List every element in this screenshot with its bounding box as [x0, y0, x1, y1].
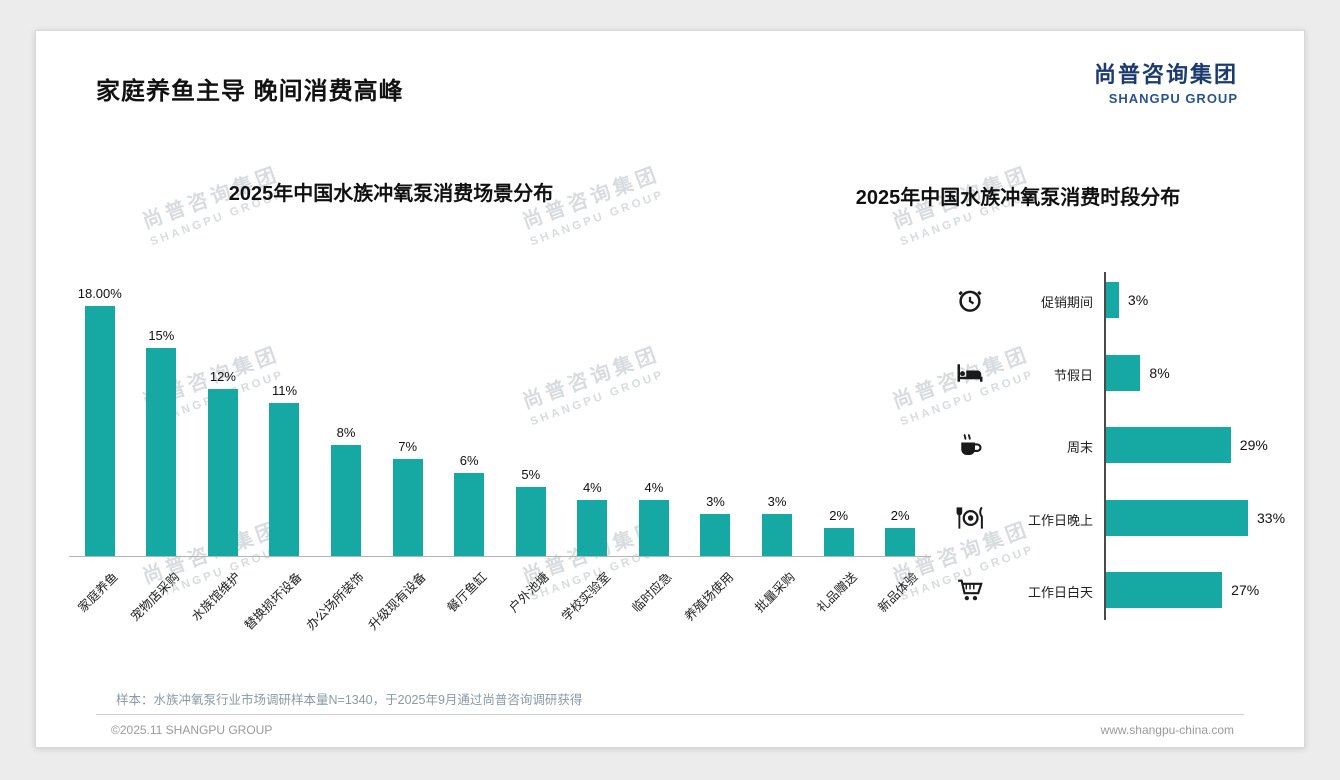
- bar: [207, 389, 238, 556]
- category-label: 家庭养鱼: [75, 569, 121, 616]
- bar-value-label: 11%: [271, 383, 298, 399]
- bar: [700, 514, 731, 556]
- category-label: 替换损坏设备: [242, 569, 306, 633]
- category-label: 养殖场使用: [682, 569, 737, 624]
- bar: [1106, 354, 1141, 391]
- bar: [331, 444, 362, 556]
- bar-column: 3%: [746, 307, 808, 556]
- bar: [269, 403, 300, 556]
- bar-column: 5%: [500, 307, 562, 556]
- cart-icon: [955, 575, 985, 605]
- bar-column: 4%: [623, 307, 685, 556]
- category-label: 户外池塘: [506, 569, 552, 616]
- bar: [885, 528, 916, 556]
- bar-value-label: 12%: [209, 369, 236, 385]
- bed-icon: [955, 358, 985, 388]
- time-category-label: 促销期间: [1040, 295, 1093, 310]
- bar-value-label: 6%: [459, 452, 479, 468]
- coffee-icon: [955, 430, 985, 460]
- category-label: 餐厅鱼缸: [444, 569, 490, 616]
- bar-column: 6%: [438, 307, 500, 556]
- time-category-label: 节假日: [1053, 367, 1093, 383]
- bar-value-label: 15%: [148, 327, 175, 343]
- bar: [454, 472, 485, 556]
- bar-column: 7%: [377, 307, 439, 556]
- category-label: 新品体验: [875, 569, 921, 616]
- bar-value-label: 3%: [767, 494, 787, 510]
- time-chart-title: 2025年中国水族冲氧泵消费时段分布: [855, 187, 1181, 209]
- bar: [84, 306, 115, 556]
- bar-column: 18.00%: [69, 286, 131, 556]
- footer-copyright: ©2025.11 SHANGPU GROUP: [111, 723, 273, 737]
- bar: [823, 528, 854, 556]
- category-label: 宠物店采购: [127, 569, 183, 624]
- time-category-label: 工作日白天: [1027, 585, 1093, 600]
- bar-column: 2%: [869, 307, 931, 556]
- bar-column: 11%: [254, 307, 316, 556]
- category-label: 办公场所装饰: [303, 569, 367, 633]
- scene-chart-category-axis: 家庭养鱼 宠物店采购 水族馆维护 替换损坏设备 办公场所装饰 升级现有设备 餐厅鱼缸 户外池塘…: [69, 561, 931, 676]
- bar: [1106, 499, 1248, 536]
- source-note: 样本：水族冲氧泵行业市场调研样本量N=1340，于2025年9月通过尚普咨询调研…: [116, 693, 583, 707]
- bar-column: 3%: [685, 307, 747, 556]
- bar-column: 8%: [315, 307, 377, 556]
- bar-value-label: 8%: [336, 424, 356, 440]
- time-category-label: 工作日晚上: [1027, 512, 1093, 528]
- dining-icon: [955, 503, 985, 533]
- bar-column: 12%: [192, 307, 254, 556]
- page-title: 家庭养鱼主导 晚间消费高峰: [96, 78, 404, 105]
- bar-value-label: 27%: [1231, 582, 1260, 598]
- category-label: 学校实验室: [558, 569, 614, 624]
- bar: [1106, 572, 1223, 608]
- category-label: 升级现有设备: [365, 569, 429, 633]
- bar-value-label: 3%: [706, 494, 725, 510]
- bar-value-label: 18.00%: [77, 286, 122, 301]
- bar: [577, 500, 608, 556]
- alarm-clock-icon: [955, 285, 985, 315]
- bar-value-label: 5%: [521, 466, 541, 482]
- bar-value-label: 3%: [1127, 292, 1149, 308]
- bar: [638, 500, 669, 556]
- bar-column: 2%: [808, 307, 870, 556]
- bar-value-label: 33%: [1257, 509, 1286, 526]
- company-logo: 尚普咨询集团 SHANGPU GROUP: [1094, 57, 1238, 106]
- logo-chinese-text: 尚普咨询集团: [1093, 62, 1238, 87]
- bar: [762, 514, 793, 556]
- bar-value-label: 4%: [582, 480, 602, 496]
- category-label: 水族馆维护: [189, 569, 244, 624]
- category-label: 礼品赠送: [814, 569, 860, 616]
- logo-english-text: SHANGPU GROUP: [1108, 91, 1238, 106]
- bar-value-label: 2%: [890, 508, 910, 524]
- bar-value-label: 7%: [398, 438, 418, 454]
- footer-website: www.shangpu-china.com: [1100, 723, 1234, 737]
- bar-value-label: 29%: [1239, 437, 1268, 453]
- bar-column: 4%: [562, 307, 624, 556]
- time-chart-axis-line: [1104, 272, 1106, 620]
- bar: [146, 347, 177, 556]
- slide: 尚普咨询集团 SHANGPU GROUP 尚普咨询集团 SHANGPU GROUP 尚普…: [35, 30, 1305, 748]
- bar: [515, 486, 546, 556]
- bar: [392, 458, 423, 556]
- bar-value-label: 4%: [644, 480, 664, 496]
- bar-value-label: 8%: [1149, 364, 1170, 381]
- time-category-label: 周末: [1066, 440, 1093, 455]
- category-label: 临时应急: [629, 569, 675, 616]
- bar-value-label: 2%: [829, 508, 849, 524]
- bar: [1106, 427, 1231, 463]
- category-label: 批量采购: [752, 569, 798, 616]
- scene-bar-chart: 18.00% 15% 12% 11% 8% 7% 6% 5% 4% 4% 3% 3% 2% 2%: [69, 286, 931, 557]
- footer-divider: [96, 714, 1244, 715]
- bar: [1106, 282, 1119, 318]
- time-bar-chart: 促销期间 3% 节假日 8% 周末 29% 工作日晚上 33% 工作日白天 27%: [931, 272, 1306, 632]
- bar-column: 15%: [131, 307, 193, 556]
- scene-chart-title: 2025年中国水族冲氧泵消费场景分布: [228, 183, 554, 205]
